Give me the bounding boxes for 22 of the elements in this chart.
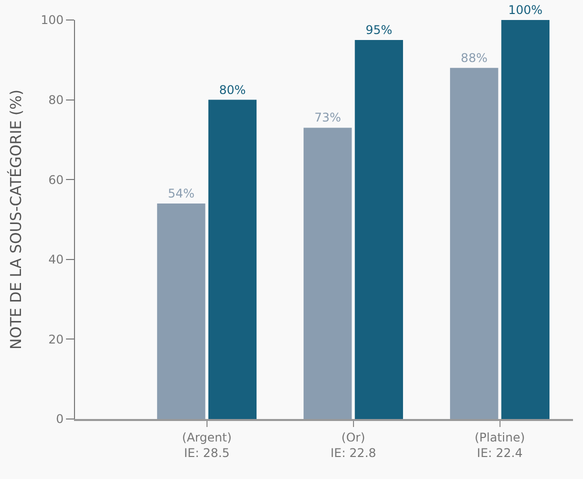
y-axis-title: NOTE DE LA SOUS-CATÉGORIE (%) [6,90,25,350]
data-label: 95% [366,22,392,37]
data-label: 54% [168,186,195,201]
y-tick-label: 20 [48,332,64,346]
bar [157,204,206,419]
x-tick-label: (Argent) IE: 28.5 [182,430,232,460]
data-label: 88% [460,50,488,65]
x-tick-label: (Or) IE: 22.8 [330,430,376,460]
bar [450,68,498,419]
bar [304,128,352,419]
bar [354,40,404,419]
data-label: 73% [314,110,341,125]
y-tick-label: 100 [40,13,64,28]
y-tick-label: 80 [48,93,64,107]
x-tick-label: (Platine) IE: 22.4 [474,430,525,460]
data-label: 100% [508,3,543,17]
y-tick-label: 60 [48,172,64,187]
bar [208,100,257,419]
y-tick-label: 40 [48,252,64,267]
bar [501,20,550,419]
y-tick-label: 0 [56,412,64,426]
data-label: 80% [219,82,246,97]
